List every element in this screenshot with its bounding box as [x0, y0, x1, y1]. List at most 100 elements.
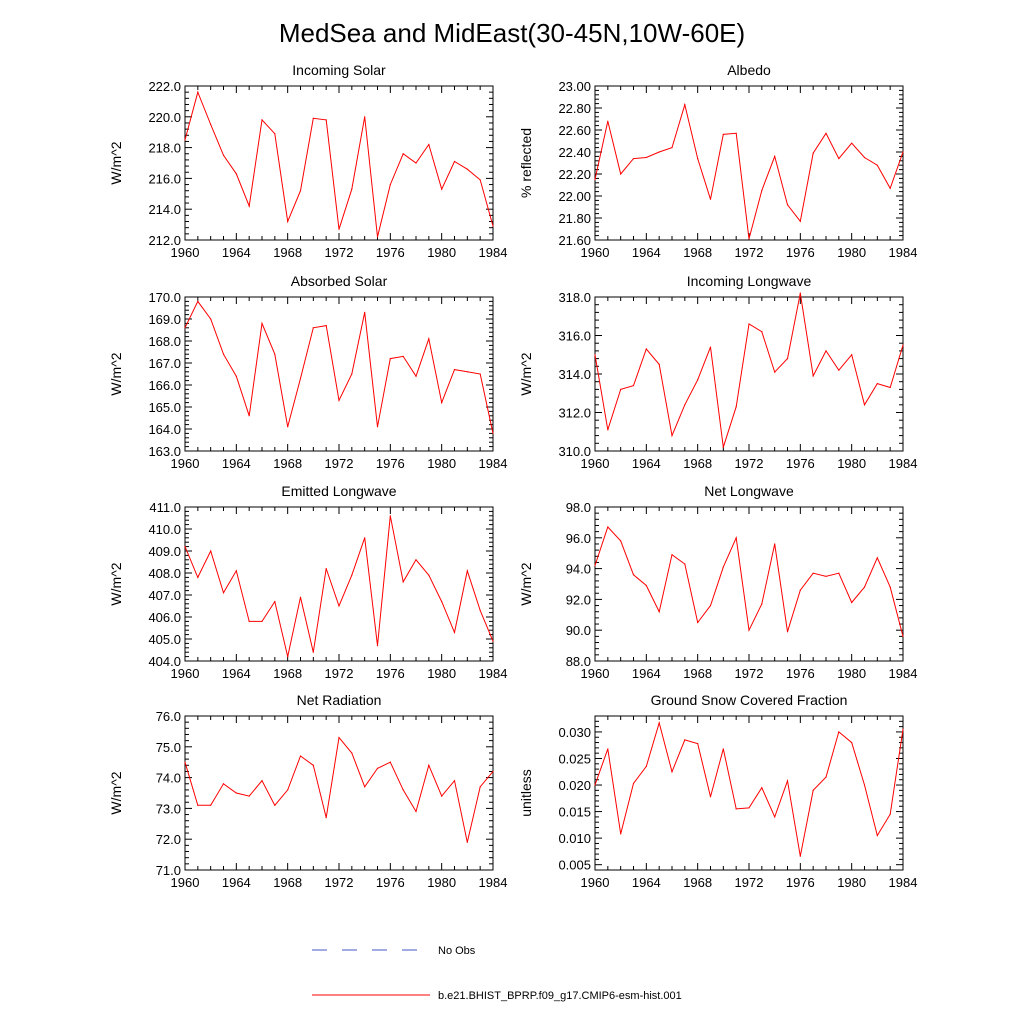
- series-line: [184, 90, 494, 238]
- data-point: [607, 429, 609, 431]
- data-point: [812, 152, 814, 154]
- panel-title: Emitted Longwave: [281, 483, 396, 499]
- data-point: [222, 353, 225, 355]
- data-point: [709, 346, 712, 348]
- data-point: [671, 554, 673, 556]
- x-tick-label: 1976: [376, 875, 405, 890]
- x-tick-label: 1964: [222, 666, 251, 681]
- data-point: [799, 292, 801, 294]
- x-tick-label: 1964: [222, 245, 251, 260]
- y-tick-label: 98.0: [566, 500, 591, 515]
- x-tick-label: 1964: [222, 875, 251, 890]
- y-tick-label: 23.00: [558, 79, 591, 94]
- data-point: [838, 572, 840, 574]
- panel-title: Albedo: [727, 62, 771, 78]
- plot-frame: [184, 506, 494, 662]
- y-tick-label: 21.60: [558, 233, 591, 248]
- data-point: [876, 834, 878, 837]
- y-tick-label: 0.015: [558, 805, 591, 820]
- x-tick-label: 1976: [786, 456, 815, 471]
- data-point: [453, 160, 456, 163]
- data-point: [774, 371, 776, 373]
- data-point: [235, 570, 237, 572]
- y-tick-label: 405.0: [148, 632, 181, 647]
- data-point: [889, 386, 891, 389]
- data-point: [863, 586, 866, 588]
- x-tick-label: 1960: [581, 666, 610, 681]
- data-point: [441, 188, 443, 190]
- data-point: [338, 228, 340, 230]
- data-point: [671, 147, 673, 149]
- y-tick-label: 0.020: [558, 778, 591, 793]
- y-tick-label: 169.0: [148, 312, 181, 327]
- data-point: [402, 789, 404, 791]
- data-point: [876, 164, 878, 166]
- data-point: [748, 629, 750, 631]
- x-tick-label: 1972: [325, 245, 354, 260]
- data-point: [441, 795, 443, 797]
- y-axis-label: unitless: [518, 769, 534, 816]
- data-point: [786, 204, 789, 206]
- data-point: [299, 190, 302, 192]
- data-point: [415, 559, 417, 561]
- y-tick-label: 406.0: [148, 610, 181, 625]
- y-tick-label: 0.005: [558, 858, 591, 873]
- data-point: [735, 808, 737, 810]
- data-point: [261, 119, 263, 121]
- series-line: [594, 526, 904, 637]
- data-point: [838, 369, 840, 371]
- y-tick-label: 0.030: [558, 725, 591, 740]
- y-tick-label: 90.0: [566, 623, 591, 638]
- y-axis-label: W/m^2: [108, 352, 124, 395]
- y-axis-label: W/m^2: [108, 562, 124, 605]
- data-point: [415, 810, 417, 813]
- data-point: [274, 353, 276, 355]
- data-point: [235, 375, 237, 377]
- data-point: [479, 179, 481, 181]
- data-point: [235, 792, 237, 794]
- series-line: [594, 293, 904, 448]
- y-tick-label: 212.0: [148, 233, 181, 248]
- y-tick-label: 73.0: [156, 801, 181, 816]
- data-point: [389, 183, 391, 186]
- data-point: [851, 741, 853, 744]
- x-tick-label: 1980: [837, 875, 866, 890]
- data-point: [492, 225, 494, 227]
- x-tick-label: 1968: [273, 245, 302, 260]
- y-tick-label: 408.0: [148, 566, 181, 581]
- data-point: [632, 384, 635, 387]
- plot-frame: [184, 296, 494, 452]
- x-tick-label: 1960: [581, 245, 610, 260]
- data-point: [825, 350, 827, 352]
- data-point: [479, 373, 481, 375]
- data-point: [722, 133, 724, 135]
- data-point: [838, 158, 840, 160]
- data-point: [325, 568, 327, 570]
- x-tick-label: 1968: [273, 456, 302, 471]
- panel-title: Incoming Longwave: [687, 273, 812, 289]
- series-line: [594, 721, 904, 857]
- data-point: [210, 550, 212, 552]
- y-axis-label: W/m^2: [518, 562, 534, 605]
- data-point: [466, 168, 468, 170]
- y-tick-label: 71.0: [156, 863, 181, 878]
- data-point: [684, 563, 686, 565]
- data-point: [902, 344, 904, 346]
- x-tick-label: 1960: [581, 456, 610, 471]
- data-point: [799, 589, 801, 591]
- data-point: [389, 761, 391, 763]
- data-point: [671, 435, 673, 437]
- x-tick-label: 1980: [427, 875, 456, 890]
- x-tick-label: 1968: [683, 875, 712, 890]
- data-point: [658, 363, 660, 365]
- data-point: [863, 156, 866, 159]
- data-point: [376, 426, 379, 428]
- data-point: [325, 325, 327, 327]
- y-tick-label: 75.0: [156, 740, 181, 755]
- data-point: [364, 786, 366, 788]
- data-point: [774, 155, 776, 157]
- y-tick-label: 76.0: [156, 709, 181, 724]
- data-point: [774, 816, 776, 818]
- y-tick-label: 92.0: [566, 592, 591, 607]
- data-point: [825, 776, 827, 778]
